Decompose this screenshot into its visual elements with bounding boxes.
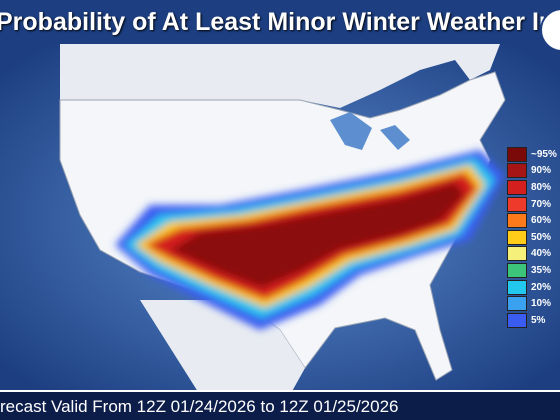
legend-label: 10% <box>531 298 552 310</box>
legend-swatch <box>507 262 527 278</box>
legend-item: 40% <box>507 246 560 263</box>
impact-swath <box>115 150 505 330</box>
legend-item: 60% <box>507 212 560 229</box>
legend-item: 5% <box>507 312 560 329</box>
legend-swatch <box>507 179 527 195</box>
legend-swatch <box>507 163 527 179</box>
legend-swatch <box>507 312 527 328</box>
legend-item: 70% <box>507 196 560 213</box>
legend-swatch <box>507 196 527 212</box>
legend-label: 40% <box>531 248 552 260</box>
title: Probability of At Least Minor Winter Wea… <box>0 8 560 36</box>
legend-swatch <box>507 246 527 262</box>
legend-label: 70% <box>531 198 552 210</box>
legend-label: 5% <box>531 314 546 326</box>
legend-swatch <box>507 213 527 229</box>
legend-label: 60% <box>531 215 552 227</box>
canada <box>60 44 500 108</box>
legend-item: 80% <box>507 179 560 196</box>
legend-swatch <box>507 296 527 312</box>
legend-label: 80% <box>531 181 552 193</box>
legend-label: 90% <box>531 165 552 177</box>
legend-label: ~95% <box>531 148 557 160</box>
legend-item: 35% <box>507 262 560 279</box>
legend-item: ~95% <box>507 146 560 163</box>
legend-swatch <box>507 146 527 162</box>
valid-time: recast Valid From 12Z 01/24/2026 to 12Z … <box>0 397 399 416</box>
legend: ~95% 90% 80% 70% 60% 50% 40% 35% 20% 10% 5% <box>507 146 560 329</box>
legend-item: 90% <box>507 163 560 180</box>
legend-label: 50% <box>531 231 552 243</box>
legend-item: 20% <box>507 279 560 296</box>
footer-bar: recast Valid From 12Z 01/24/2026 to 12Z … <box>0 390 560 420</box>
legend-label: 35% <box>531 264 552 276</box>
legend-swatch <box>507 229 527 245</box>
legend-label: 20% <box>531 281 552 293</box>
great-lakes <box>330 112 410 150</box>
legend-item: 50% <box>507 229 560 246</box>
legend-swatch <box>507 279 527 295</box>
legend-item: 10% <box>507 295 560 312</box>
